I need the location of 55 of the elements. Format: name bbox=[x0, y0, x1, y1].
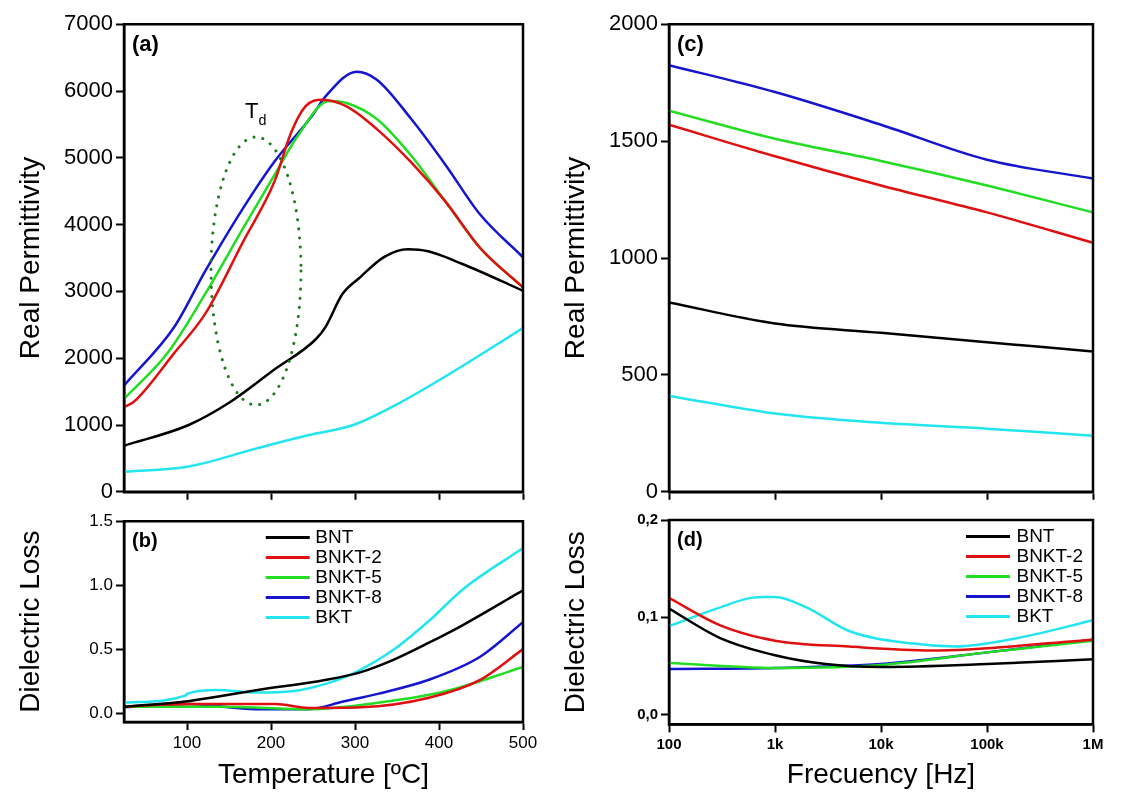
x-tick-label: 500 bbox=[508, 732, 538, 752]
x-tick-label: 100 bbox=[172, 732, 202, 752]
x-tick-label: 400 bbox=[424, 732, 454, 752]
y-tick-label: 1500 bbox=[609, 127, 658, 153]
legend-label: BNKT-5 bbox=[315, 566, 382, 588]
y-tick-label: 4000 bbox=[64, 210, 113, 236]
y-tick-label: 0.0 bbox=[89, 702, 113, 722]
annotation: (d) bbox=[677, 527, 703, 550]
x-tick-label: 10k bbox=[868, 734, 895, 752]
y-tick-label: 2000 bbox=[64, 344, 113, 370]
x-axis-title: Temperature [ºC] bbox=[218, 757, 429, 789]
legend-label: BNKT-8 bbox=[1016, 585, 1083, 606]
y-tick-label: 0,1 bbox=[637, 607, 658, 625]
legend-label: BKT bbox=[315, 606, 353, 628]
annotation: (b) bbox=[132, 528, 158, 551]
x-axis-title: Frecuency [Hz] bbox=[786, 757, 976, 789]
y-tick-label: 1000 bbox=[64, 411, 113, 437]
line-series bbox=[124, 326, 523, 474]
y-tick-label: 1.0 bbox=[89, 574, 113, 594]
legend-label: BNKT-5 bbox=[1016, 565, 1083, 586]
legend-label: BNKT-2 bbox=[315, 546, 382, 568]
y-tick-label: 1.5 bbox=[89, 510, 113, 530]
annotation: (a) bbox=[132, 31, 159, 57]
x-tick-label: 300 bbox=[340, 732, 370, 752]
x-tick-label: 100k bbox=[970, 734, 1005, 752]
legend-label: BNKT-2 bbox=[1016, 545, 1083, 566]
y-axis-title: Real Permittivity bbox=[558, 156, 590, 360]
line-series bbox=[669, 394, 1093, 437]
x-tick-label: 200 bbox=[256, 732, 286, 752]
y-tick-label: 0,2 bbox=[637, 510, 658, 528]
y-tick-label: 6000 bbox=[64, 77, 113, 103]
annotation: (c) bbox=[677, 31, 704, 57]
x-tick-label: 1k bbox=[766, 734, 784, 752]
x-tick-label: 100 bbox=[656, 734, 682, 752]
y-tick-label: 0 bbox=[645, 477, 658, 503]
y-axis-title: Dielectric Loss bbox=[558, 531, 590, 714]
line-series bbox=[669, 109, 1093, 214]
y-tick-label: 0.5 bbox=[89, 638, 113, 658]
line-series bbox=[669, 123, 1093, 245]
legend-label: BKT bbox=[1016, 605, 1054, 626]
y-tick-label: 500 bbox=[621, 360, 658, 386]
x-tick-label: 1M bbox=[1082, 734, 1104, 752]
y-tick-label: 7000 bbox=[64, 10, 113, 36]
y-tick-label: 5000 bbox=[64, 143, 113, 169]
y-tick-label: 2000 bbox=[609, 10, 658, 36]
y-axis-title: Dielectric Loss bbox=[13, 530, 45, 713]
y-tick-label: 0 bbox=[100, 477, 113, 503]
y-tick-label: 3000 bbox=[64, 277, 113, 303]
y-tick-label: 1000 bbox=[609, 244, 658, 270]
y-tick-label: 0,0 bbox=[637, 704, 658, 722]
y-axis-title: Real Permittivity bbox=[13, 156, 45, 360]
legend-label: BNKT-8 bbox=[315, 586, 382, 608]
legend-label: BNT bbox=[1016, 525, 1055, 546]
legend-label: BNT bbox=[315, 526, 354, 548]
line-series bbox=[669, 63, 1093, 180]
